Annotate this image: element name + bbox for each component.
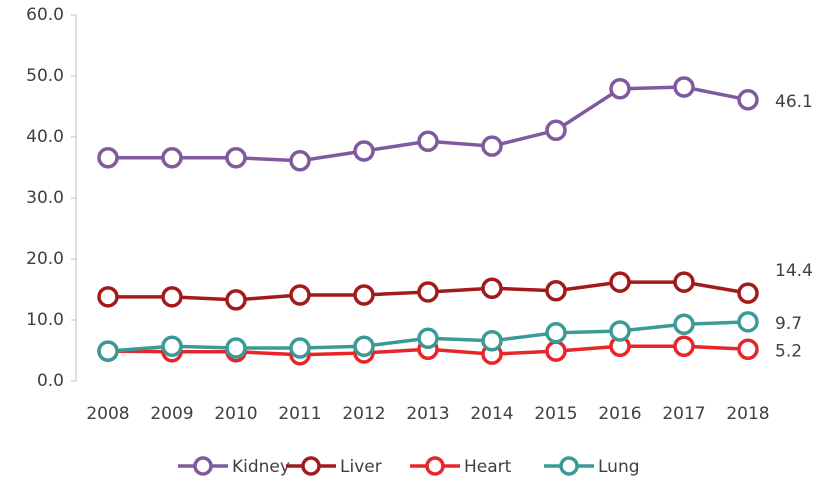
marker [673, 76, 695, 98]
marker [737, 311, 759, 333]
marker [545, 322, 567, 344]
y-tick-label: 60.0 [26, 5, 64, 25]
marker [609, 78, 631, 100]
x-tick-label: 2008 [86, 404, 129, 424]
marker [161, 146, 183, 169]
marker [417, 130, 439, 153]
marker [673, 313, 695, 336]
marker [97, 340, 119, 362]
marker [289, 150, 311, 172]
marker [161, 286, 183, 308]
x-tick-label: 2009 [150, 404, 193, 424]
data-label: 14.4 [775, 261, 813, 281]
legend-marker [559, 456, 579, 476]
data-label: 5.2 [775, 341, 802, 361]
marker [609, 271, 631, 293]
marker [225, 289, 247, 311]
y-tick-label: 30.0 [26, 188, 64, 208]
y-tick-label: 20.0 [26, 249, 64, 269]
marker [97, 146, 119, 169]
marker [609, 320, 631, 342]
marker [225, 337, 247, 359]
legend-label: Lung [598, 457, 640, 477]
data-label: 46.1 [775, 92, 813, 112]
marker [481, 135, 503, 157]
marker [225, 146, 247, 169]
x-tick-label: 2012 [342, 404, 385, 424]
x-tick-label: 2014 [470, 404, 513, 424]
x-tick-label: 2013 [406, 404, 449, 424]
marker [481, 277, 503, 300]
legend-marker [193, 456, 213, 476]
x-tick-label: 2017 [662, 404, 705, 424]
marker [353, 284, 375, 306]
y-tick-label: 50.0 [26, 66, 64, 86]
x-tick-label: 2010 [214, 404, 257, 424]
marker [737, 89, 759, 111]
marker [545, 279, 567, 302]
marker [97, 286, 119, 308]
marker [417, 327, 439, 350]
marker [353, 335, 375, 357]
marker [417, 281, 439, 303]
marker [673, 271, 695, 293]
x-tick-label: 2016 [598, 404, 641, 424]
legend-label: Heart [464, 457, 512, 477]
marker [353, 140, 375, 162]
x-tick-label: 2015 [534, 404, 577, 424]
y-tick-label: 40.0 [26, 127, 64, 147]
data-label: 9.7 [775, 314, 802, 334]
marker [737, 338, 759, 361]
x-tick-label: 2011 [278, 404, 321, 424]
legend-marker [301, 456, 321, 476]
y-tick-label: 10.0 [26, 310, 64, 330]
marker [545, 340, 567, 362]
marker [737, 282, 759, 304]
marker [289, 337, 311, 359]
legend-marker [425, 456, 445, 476]
marker [481, 329, 503, 352]
marker [673, 335, 695, 357]
marker [161, 335, 183, 357]
marker [289, 284, 311, 306]
x-tick-label: 2018 [726, 404, 769, 424]
marker [545, 119, 567, 142]
legend-label: Kidney [232, 457, 290, 477]
y-tick-label: 0.0 [37, 371, 64, 391]
legend-label: Liver [340, 457, 382, 477]
